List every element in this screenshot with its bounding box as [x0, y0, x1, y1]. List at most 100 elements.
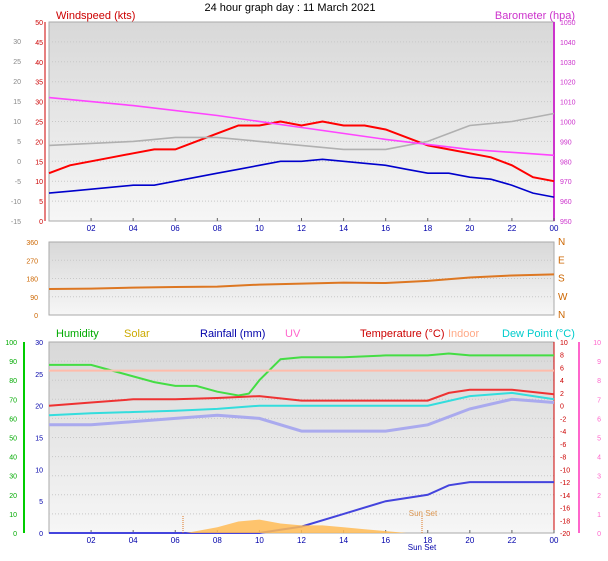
compass-label: E: [558, 255, 565, 266]
wind-gust-line: [48, 120, 555, 183]
solar-area: [185, 519, 407, 533]
windspeed-tick: 20: [35, 139, 43, 146]
rainfall-tick: 0: [39, 531, 43, 538]
x-tick-label: 14: [339, 224, 348, 233]
humidity-tick: 50: [9, 436, 17, 443]
windspeed-tick: 50: [35, 20, 43, 27]
sunset-axis-annotation: Sun Set: [408, 543, 437, 552]
windspeed-tick: 35: [35, 80, 43, 87]
x-tick-label: 08: [213, 224, 222, 233]
x-tick-label: 04: [129, 224, 138, 233]
compass-label: N: [558, 310, 565, 321]
wind-pressure-line: [48, 96, 555, 157]
dewpoint-line: [48, 391, 555, 417]
direction-tick: 90: [30, 295, 38, 302]
uv-tick: 8: [597, 378, 601, 385]
uv-tick: 6: [597, 416, 601, 423]
windspeed-tick: 30: [35, 100, 43, 107]
legend-item: Humidity: [56, 328, 99, 340]
humidity-tick: 80: [9, 378, 17, 385]
humidity-tick: 30: [9, 474, 17, 481]
side-tick: 20: [13, 79, 21, 86]
temperature-tick: 8: [560, 353, 564, 360]
uv-tick: 2: [597, 493, 601, 500]
wind-direction-line: [48, 273, 555, 290]
humidity-tick: 40: [9, 455, 17, 462]
side-tick: 30: [13, 39, 21, 46]
humidity-tick: 70: [9, 397, 17, 404]
side-tick: -5: [15, 179, 21, 186]
chart-title: 24 hour graph day : 11 March 2021: [204, 2, 375, 14]
legend-item: UV: [285, 328, 301, 340]
temperature-tick: 10: [560, 340, 568, 347]
temperature-tick: -4: [560, 429, 566, 436]
barometer-tick: 1050: [560, 20, 576, 27]
x-tick-label: 10: [255, 224, 264, 233]
compass-label: W: [558, 292, 568, 303]
temperature-tick: 2: [560, 391, 564, 398]
legend-item: Solar: [124, 328, 150, 340]
uv-tick: 4: [597, 455, 601, 462]
uv-tick: 10: [593, 340, 601, 347]
x-tick-label: 00: [550, 224, 559, 233]
uv-tick: 0: [597, 531, 601, 538]
direction-tick: 360: [26, 240, 38, 247]
humidity-tick: 10: [9, 512, 17, 519]
direction-tick: 0: [34, 313, 38, 320]
temperature-tick: -14: [560, 493, 570, 500]
compass-label: N: [558, 237, 565, 248]
humidity-tick: 20: [9, 493, 17, 500]
windspeed-tick: 40: [35, 60, 43, 67]
rainfall-tick: 15: [35, 436, 43, 443]
side-tick: 5: [17, 139, 21, 146]
rainfall-tick: 5: [39, 499, 43, 506]
humidity-tick: 90: [9, 359, 17, 366]
x-tick-label: 00: [550, 536, 559, 545]
rainfall-tick: 20: [35, 404, 43, 411]
legend-item: Rainfall (mm): [200, 328, 265, 340]
uv-tick: 7: [597, 397, 601, 404]
temperature-tick: 6: [560, 365, 564, 372]
barometer-tick: 950: [560, 219, 572, 226]
sunset-annotation: Sun Set: [409, 509, 438, 518]
side-tick: 10: [13, 119, 21, 126]
side-tick: -10: [11, 199, 21, 206]
humidity-tick: 0: [13, 531, 17, 538]
direction-tick: 270: [26, 258, 38, 265]
x-tick-label: 20: [465, 536, 474, 545]
windspeed-tick: 45: [35, 40, 43, 47]
side-tick: 25: [13, 59, 21, 66]
legend-item: Dew Point (°C): [502, 328, 575, 340]
humidity-line: [49, 352, 554, 397]
barometer-tick: 1020: [560, 80, 576, 87]
x-tick-label: 16: [381, 536, 390, 545]
barometer-axis-label: Barometer (hpa): [495, 10, 575, 22]
x-tick-label: 06: [171, 224, 180, 233]
windspeed-tick: 25: [35, 120, 43, 127]
temperature-tick: -10: [560, 467, 570, 474]
barometer-tick: 990: [560, 139, 572, 146]
rainfall-tick: 10: [35, 467, 43, 474]
temperature-tick: -12: [560, 480, 570, 487]
temperature-tick: 4: [560, 378, 564, 385]
barometer-tick: 1010: [560, 100, 576, 107]
x-tick-label: 20: [465, 224, 474, 233]
uv-tick: 9: [597, 359, 601, 366]
temperature-tick: -2: [560, 416, 566, 423]
barometer-tick: 980: [560, 159, 572, 166]
uv-tick: 5: [597, 436, 601, 443]
x-tick-label: 04: [129, 536, 138, 545]
barometer-tick: 1030: [560, 60, 576, 67]
rainfall-tick: 30: [35, 340, 43, 347]
x-tick-label: 12: [297, 224, 306, 233]
direction-tick: 180: [26, 277, 38, 284]
x-tick-label: 18: [423, 224, 432, 233]
humidity-tick: 60: [9, 416, 17, 423]
temperature-tick: -6: [560, 442, 566, 449]
temperature-tick: 0: [560, 404, 564, 411]
x-tick-label: 16: [381, 224, 390, 233]
temperature-tick: -8: [560, 455, 566, 462]
x-tick-label: 10: [255, 536, 264, 545]
barometer-tick: 960: [560, 199, 572, 206]
